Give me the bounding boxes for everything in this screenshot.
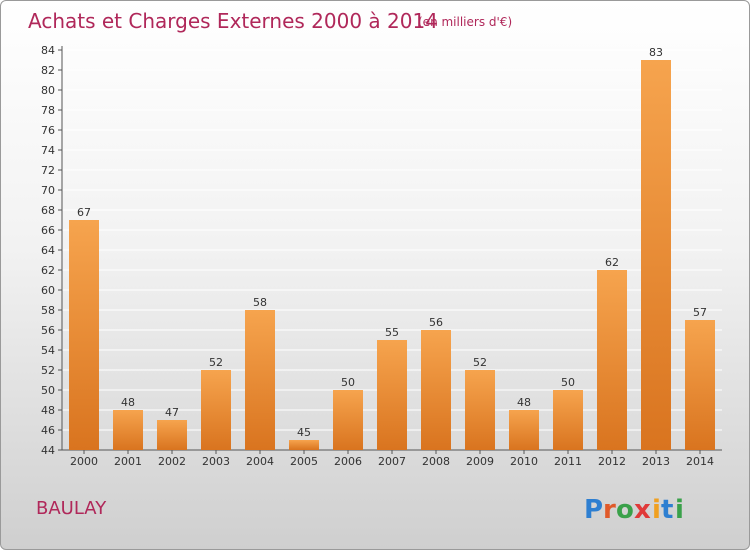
bar-2000 xyxy=(69,220,99,450)
y-tick-label: 44 xyxy=(41,444,55,457)
bar-2006 xyxy=(333,390,363,450)
y-tick-label: 68 xyxy=(41,204,55,217)
x-tick-label-2004: 2004 xyxy=(246,455,274,468)
value-label-2007: 55 xyxy=(385,326,399,339)
y-tick-label: 60 xyxy=(41,284,55,297)
x-tick-label-2007: 2007 xyxy=(378,455,406,468)
logo-letter: x xyxy=(634,495,651,525)
y-tick-label: 64 xyxy=(41,244,55,257)
chart-subtitle: (en milliers d'€) xyxy=(418,15,512,29)
bar-2010 xyxy=(509,410,539,450)
x-tick-label-2002: 2002 xyxy=(158,455,186,468)
bar-2002 xyxy=(157,420,187,450)
logo-letter: t xyxy=(661,495,673,525)
x-tick-label-2011: 2011 xyxy=(554,455,582,468)
x-tick-label-2013: 2013 xyxy=(642,455,670,468)
x-tick-label-2010: 2010 xyxy=(510,455,538,468)
value-label-2000: 67 xyxy=(77,206,91,219)
y-tick-label: 74 xyxy=(41,144,55,157)
bar-2011 xyxy=(553,390,583,450)
y-tick-label: 82 xyxy=(41,64,55,77)
value-label-2009: 52 xyxy=(473,356,487,369)
value-label-2004: 58 xyxy=(253,296,267,309)
value-label-2002: 47 xyxy=(165,406,179,419)
y-tick-label: 58 xyxy=(41,304,55,317)
y-tick-label: 52 xyxy=(41,364,55,377)
value-label-2005: 45 xyxy=(297,426,311,439)
x-tick-label-2012: 2012 xyxy=(598,455,626,468)
value-label-2012: 62 xyxy=(605,256,619,269)
logo-letter: i xyxy=(652,495,661,525)
value-label-2008: 56 xyxy=(429,316,443,329)
y-tick-label: 72 xyxy=(41,164,55,177)
y-tick-label: 56 xyxy=(41,324,55,337)
bars xyxy=(69,60,715,450)
x-tick-label-2001: 2001 xyxy=(114,455,142,468)
x-axis-ticks: 2000 2001 2002 2003 2004 2005 2006 2007 2008 2009… xyxy=(70,450,714,468)
commune-name: BAULAY xyxy=(36,498,107,519)
y-tick-label: 80 xyxy=(41,84,55,97)
y-tick-label: 66 xyxy=(41,224,55,237)
value-label-2014: 57 xyxy=(693,306,707,319)
y-tick-label: 54 xyxy=(41,344,55,357)
bar-2009 xyxy=(465,370,495,450)
y-tick-label: 46 xyxy=(41,424,55,437)
value-label-2010: 48 xyxy=(517,396,531,409)
y-tick-label: 62 xyxy=(41,264,55,277)
bar-2003 xyxy=(201,370,231,450)
value-labels: 67 48 47 52 58 45 50 55 56 52 48 50 62 83 57 xyxy=(77,46,707,439)
x-tick-label-2009: 2009 xyxy=(466,455,494,468)
bar-2001 xyxy=(113,410,143,450)
x-tick-label-2014: 2014 xyxy=(686,455,714,468)
y-tick-label: 48 xyxy=(41,404,55,417)
logo-letter: r xyxy=(603,495,616,525)
bar-2012 xyxy=(597,270,627,450)
logo-letter: i xyxy=(675,495,684,525)
y-tick-label: 84 xyxy=(41,44,55,57)
chart-title: Achats et Charges Externes 2000 à 2014 xyxy=(28,9,438,33)
logo-letter: o xyxy=(616,495,634,525)
x-tick-label-2003: 2003 xyxy=(202,455,230,468)
x-tick-label-2005: 2005 xyxy=(290,455,318,468)
value-label-2013: 83 xyxy=(649,46,663,59)
x-tick-label-2008: 2008 xyxy=(422,455,450,468)
value-label-2006: 50 xyxy=(341,376,355,389)
y-tick-label: 76 xyxy=(41,124,55,137)
value-label-2011: 50 xyxy=(561,376,575,389)
y-axis-ticks: 44 46 48 50 52 54 56 58 60 62 64 66 68 70 72 74 76 78 80 82… xyxy=(41,44,62,457)
y-tick-label: 78 xyxy=(41,104,55,117)
x-tick-label-2000: 2000 xyxy=(70,455,98,468)
bar-2013 xyxy=(641,60,671,450)
bar-2008 xyxy=(421,330,451,450)
y-tick-label: 70 xyxy=(41,184,55,197)
logo-letter: P xyxy=(584,495,603,525)
bar-2007 xyxy=(377,340,407,450)
bar-2014 xyxy=(685,320,715,450)
bar-2004 xyxy=(245,310,275,450)
value-label-2001: 48 xyxy=(121,396,135,409)
bar-2005 xyxy=(289,440,319,450)
value-label-2003: 52 xyxy=(209,356,223,369)
x-tick-label-2006: 2006 xyxy=(334,455,362,468)
y-tick-label: 50 xyxy=(41,384,55,397)
